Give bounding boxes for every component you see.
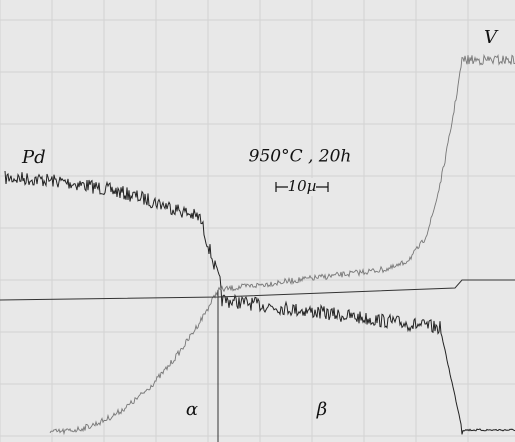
trace [4,170,515,435]
scale-bar: 10µ [275,177,329,196]
phase-label: α [186,399,198,420]
element-label: V [484,27,499,48]
condition-label: 950°C , 20h [249,147,352,167]
scale-label: 10µ [288,177,317,195]
trace [49,53,515,436]
phase-label: β [316,399,327,420]
element-label: Pd [21,147,46,168]
traces [0,53,515,436]
baseline [0,279,515,301]
scale-label-bg [288,178,316,196]
